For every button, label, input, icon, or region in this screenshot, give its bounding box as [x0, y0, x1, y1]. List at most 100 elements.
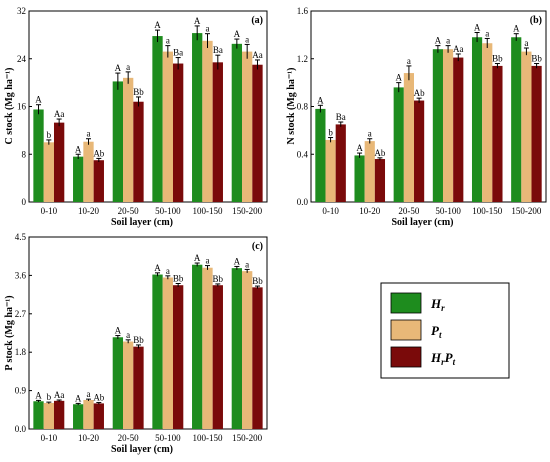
y-tick-label: 1.2 [297, 54, 308, 64]
bar-hrpt [212, 285, 223, 429]
bar-pt [123, 77, 134, 202]
significance-label: A [194, 253, 201, 263]
legend-swatch [390, 319, 422, 341]
bar-pt [83, 399, 94, 429]
significance-label: A [115, 326, 122, 336]
x-tick-label: 150-200 [232, 433, 262, 443]
x-tick-label: 20-50 [398, 206, 419, 216]
y-tick-label: 0.9 [15, 386, 27, 396]
significance-label: b [47, 130, 52, 140]
bar-hrpt [93, 403, 104, 429]
x-tick-label: 50-100 [155, 206, 181, 216]
x-tick-label: 10-20 [78, 206, 99, 216]
bar-hrpt [133, 346, 144, 429]
x-tick-label: 50-100 [155, 433, 181, 443]
significance-label: Ba [336, 112, 346, 122]
bar-hr [192, 264, 203, 429]
y-tick-label: 8 [22, 149, 27, 159]
panel-label: (b) [530, 15, 542, 26]
bar-hr [471, 37, 483, 203]
significance-label: A [356, 143, 363, 153]
bar-pt [242, 51, 253, 203]
bar-hr [33, 109, 44, 202]
significance-label: a [206, 24, 210, 34]
bar-hr [73, 156, 84, 202]
significance-label: Ab [414, 88, 425, 98]
significance-label: a [87, 129, 91, 139]
significance-label: Bb [492, 54, 503, 64]
y-axis-label: P stock (Mg ha⁻¹) [4, 295, 15, 370]
y-tick-label: 0.0 [15, 424, 27, 434]
significance-label: a [524, 38, 528, 48]
bar-hrpt [453, 57, 464, 203]
significance-label: Ab [93, 393, 104, 403]
bar-pt [403, 73, 414, 202]
bar-hr [192, 33, 203, 202]
significance-label: Aa [252, 50, 263, 60]
x-tick-label: 20-50 [118, 433, 139, 443]
bar-hr [315, 108, 326, 202]
x-tick-label: 0-10 [41, 433, 58, 443]
bar-pt [364, 141, 375, 202]
x-tick-label: 100-150 [472, 206, 502, 216]
significance-label: A [513, 24, 520, 34]
bar-hrpt [172, 285, 184, 429]
significance-label: A [35, 390, 42, 400]
significance-label: a [446, 36, 450, 46]
significance-label: A [474, 22, 481, 32]
y-tick-label: 24 [17, 54, 27, 64]
significance-label: A [317, 95, 324, 105]
significance-label: a [245, 34, 249, 44]
significance-label: A [75, 393, 82, 403]
significance-label: A [115, 63, 122, 73]
significance-label: Bb [133, 335, 144, 345]
plot-frame [28, 236, 268, 430]
x-tick-label: 150-200 [511, 206, 541, 216]
significance-label: a [245, 259, 249, 269]
bar-pt [242, 271, 253, 429]
bar-hr [231, 43, 243, 202]
bar-hr [511, 37, 522, 203]
significance-label: A [75, 144, 82, 154]
significance-label: Bb [252, 276, 263, 286]
bar-pt [83, 141, 94, 202]
significance-label: Ab [374, 148, 385, 158]
bar-pt [521, 51, 532, 203]
x-tick-label: 10-20 [359, 206, 380, 216]
bar-pt [202, 267, 213, 429]
bar-hr [354, 155, 365, 202]
legend-entry-hr: Hr [430, 296, 445, 313]
bar-hrpt [492, 65, 503, 202]
y-tick-label: 3.6 [15, 270, 27, 280]
bar-hr [152, 36, 163, 202]
significance-label: a [126, 62, 130, 72]
significance-label: a [368, 129, 372, 139]
significance-label: A [154, 20, 161, 30]
bar-hrpt [93, 160, 104, 202]
significance-label: a [407, 56, 411, 66]
significance-label: Ba [213, 45, 223, 55]
significance-label: Ba [173, 48, 183, 58]
panel-label: (c) [252, 241, 263, 252]
bar-hrpt [531, 65, 542, 202]
x-tick-label: 100-150 [193, 206, 223, 216]
y-axis-label: C stock (Mg ha⁻¹) [4, 68, 15, 145]
bar-hrpt [212, 62, 223, 202]
x-tick-label: 20-50 [118, 206, 139, 216]
y-tick-label: 1.6 [297, 6, 309, 16]
bar-pt [482, 43, 493, 203]
y-tick-label: 4.5 [15, 232, 27, 242]
significance-label: a [485, 28, 489, 38]
bar-hrpt [172, 63, 184, 202]
significance-label: A [234, 29, 241, 39]
bar-pt [162, 51, 173, 203]
bar-hrpt [374, 159, 386, 202]
bar-hrpt [133, 101, 144, 202]
plot-frame [28, 10, 268, 203]
x-tick-label: 50-100 [435, 206, 461, 216]
significance-label: Bb [173, 274, 184, 284]
bar-pt [162, 277, 173, 429]
bar-pt [442, 49, 454, 203]
